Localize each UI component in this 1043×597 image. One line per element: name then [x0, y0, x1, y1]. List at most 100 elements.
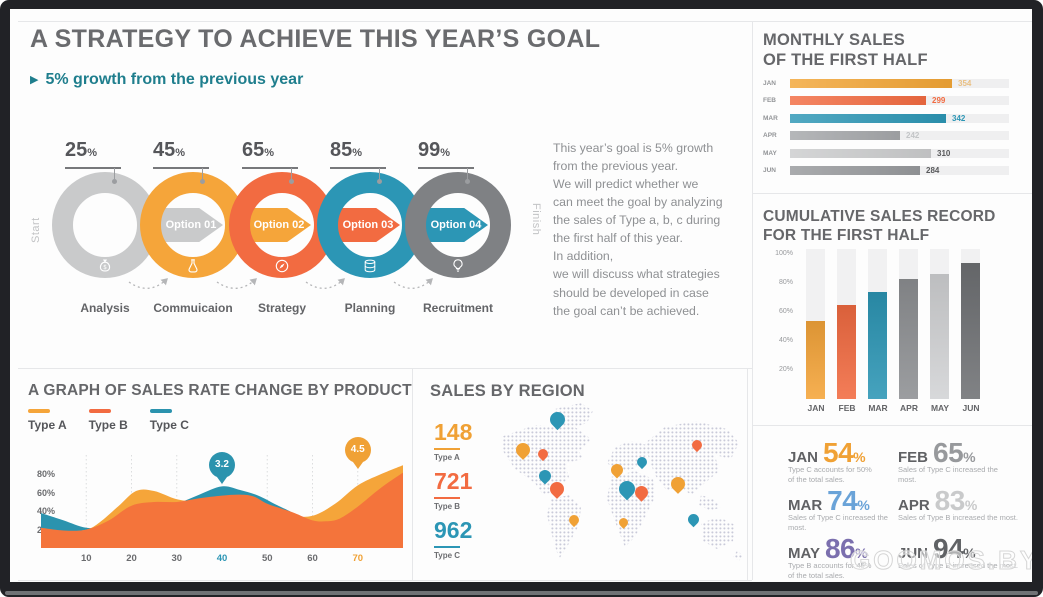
- divider-region-right: [747, 368, 748, 581]
- stat-unit: %: [853, 449, 866, 465]
- process-step-label: Analysis: [80, 301, 130, 315]
- svg-text:$: $: [103, 264, 107, 271]
- process-percent: 99%: [418, 139, 498, 162]
- bulb-icon: [450, 258, 466, 274]
- region-stat-type-a: 148 Type A: [434, 419, 472, 462]
- monthly-bar-fill: [790, 79, 952, 88]
- region-stat-type-b: 721 Type B: [434, 468, 472, 511]
- monthly-bar-track: [790, 79, 1009, 88]
- monthly-bar-row: MAR 342: [763, 113, 1025, 124]
- stat-caption: Type C accounts for 50% of the total sal…: [788, 465, 872, 485]
- monthly-bar-value: 299: [932, 96, 946, 106]
- stat-unit: %: [963, 449, 976, 465]
- annotation-pin-tail: [352, 461, 363, 469]
- process-percent-value: 45: [153, 139, 176, 161]
- divider-monthly-bottom: [752, 193, 1032, 194]
- stat-caption: Sales of Type C increased the most.: [898, 465, 998, 485]
- process-percent: 65%: [242, 139, 322, 162]
- money-bag-icon: $: [97, 258, 113, 274]
- region-stat-value: 721: [434, 468, 473, 494]
- process-marker-line: [65, 167, 121, 169]
- stat-value: 94: [933, 533, 964, 564]
- process-marker-line: [418, 167, 474, 169]
- stat-unit: %: [964, 497, 978, 513]
- cumulative-y-tick: 40%: [778, 337, 793, 344]
- cumulative-bar: [868, 292, 887, 399]
- stat-value: 83: [934, 485, 966, 516]
- monthly-bar-track: [790, 113, 1009, 123]
- cumulative-track: [806, 249, 825, 399]
- process-percent-unit: %: [440, 147, 451, 159]
- monthly-bar-track: [790, 166, 1009, 175]
- region-stat-label: Type A: [434, 453, 460, 462]
- divider-cumulative-bottom: [752, 425, 1032, 426]
- world-map: [495, 399, 747, 571]
- monthly-bar-month: MAR: [763, 114, 778, 122]
- region-stat-label: Type C: [434, 551, 461, 560]
- cumulative-bar: [837, 305, 856, 399]
- region-stat-underline: [434, 497, 460, 499]
- process-percent: 45%: [153, 139, 233, 162]
- cumulative-title-line1: CUMULATIVE SALES RECORD: [763, 208, 996, 225]
- stat-month: FEB: [898, 449, 928, 466]
- monthly-bar-fill: [790, 166, 920, 175]
- monthly-bar-month: JUN: [763, 167, 777, 174]
- cumulative-track: [837, 249, 856, 399]
- product-x-tick: 30: [171, 553, 183, 564]
- dashboard-screen: A STRATEGY TO ACHIEVE THIS YEAR’S GOAL ▶…: [10, 9, 1032, 582]
- process-marker-dot: [377, 179, 382, 184]
- monthly-bar-row: JUN 284: [763, 166, 1025, 176]
- legend-label: Type C: [149, 418, 189, 432]
- legend-item-type-b: Type B: [88, 409, 128, 432]
- stat-apr: APR 83% Sales of Type B increased the most…: [898, 485, 1018, 522]
- process-marker-leader: [291, 168, 292, 179]
- goal-description: This year’s goal is 5% growth from the p…: [553, 141, 723, 318]
- stat-caption: Type B accounts for 45% of the total sal…: [788, 561, 872, 581]
- cumulative-track: [961, 249, 980, 399]
- annotation-pin-3.2: 3.2: [209, 452, 235, 486]
- process-marker-line: [330, 167, 386, 169]
- process-marker-line: [242, 167, 298, 169]
- divider-top: [18, 21, 1032, 22]
- cumulative-x-label: JAN: [807, 403, 825, 413]
- subtitle-text: 5% growth from the previous year: [45, 71, 304, 88]
- start-label: Start: [30, 217, 42, 243]
- monthly-bar-value: 310: [937, 148, 951, 158]
- process-marker-dot: [465, 179, 470, 184]
- process-marker-leader: [379, 168, 380, 179]
- process-percent-value: 85: [330, 139, 353, 161]
- cumulative-bar: [961, 263, 980, 399]
- monthly-sales-title-line2: OF THE FIRST HALF: [763, 51, 928, 70]
- monthly-bar-month: MAY: [763, 149, 777, 157]
- stat-caption: Sales of Type B increased the most.: [898, 513, 1018, 522]
- process-marker-leader: [114, 168, 115, 179]
- stat-mar: MAR 74% Sales of Type C increased the most…: [788, 485, 908, 532]
- process-step-label: Recruitment: [422, 301, 493, 315]
- region-stat-label: Type B: [434, 502, 461, 511]
- stat-value: 54: [823, 437, 854, 468]
- cumulative-bar: [899, 279, 918, 399]
- monthly-bar-row: FEB 299: [763, 96, 1025, 106]
- stat-jan: JAN 54% Type C accounts for 50% of the tot…: [788, 437, 908, 484]
- database-icon: [362, 258, 378, 274]
- monthly-bar-track: [790, 131, 1009, 141]
- process-marker-dot: [112, 179, 117, 184]
- sales-rate-title: A GRAPH OF SALES RATE CHANGE BY PRODUCT: [28, 382, 412, 399]
- stat-value: 86: [824, 533, 856, 564]
- triangle-bullet-icon: ▶: [30, 74, 39, 86]
- region-stat-underline: [434, 448, 460, 450]
- process-marker-dot: [289, 179, 294, 184]
- process-marker-dot: [200, 179, 205, 184]
- legend-dash: [88, 409, 111, 413]
- stat-unit: %: [857, 497, 870, 513]
- monthly-stats-panel: JAN 54% Type C accounts for 50% of the tot…: [755, 426, 1032, 580]
- monthly-bar-fill: [790, 113, 946, 123]
- region-stat-value: 962: [434, 517, 473, 543]
- stat-unit: %: [855, 545, 868, 561]
- monthly-bar-value: 284: [926, 166, 940, 175]
- cumulative-x-label: JUN: [962, 403, 980, 413]
- process-percent-unit: %: [264, 147, 275, 159]
- monthly-bar-value: 354: [958, 79, 972, 88]
- process-percent-unit: %: [175, 147, 186, 159]
